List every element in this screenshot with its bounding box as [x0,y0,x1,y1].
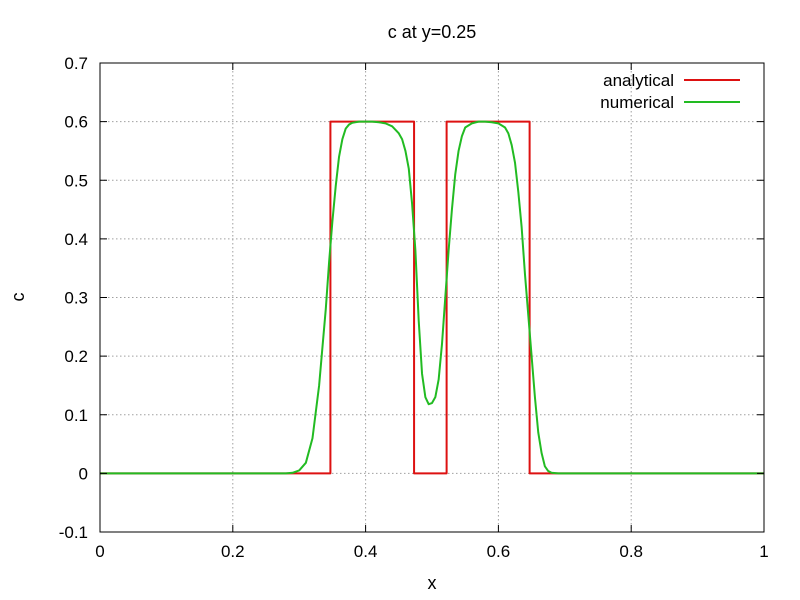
label-layer: c at y=0.25 x c [8,22,476,593]
legend-label-analytical: analytical [603,71,674,90]
chart-title: c at y=0.25 [388,22,477,42]
x-tick-label: 0.6 [487,542,511,561]
y-tick-label: 0.5 [64,171,88,190]
y-tick-label: 0.4 [64,230,88,249]
x-axis-label: x [428,573,437,593]
x-tick-label: 0.8 [619,542,643,561]
y-tick-label: 0 [79,464,88,483]
y-axis-label: c [8,293,28,302]
y-tick-label: 0.7 [64,54,88,73]
x-tick-label: 0.4 [354,542,378,561]
y-tick-label: 0.3 [64,289,88,308]
grid-layer [100,63,764,532]
y-tick-label: 0.6 [64,113,88,132]
y-tick-label: 0.1 [64,406,88,425]
y-tick-label: 0.2 [64,347,88,366]
y-tick-label: -0.1 [59,523,88,542]
tick-layer: 0 0.2 0.4 0.6 0.8 1 -0.1 0 0.1 0.2 0.3 0.4 0.5 0.6 0.7 [59,54,769,561]
series-line-numerical [100,120,764,475]
series-layer [100,120,764,475]
legend-label-numerical: numerical [600,93,674,112]
x-tick-label: 1 [759,542,768,561]
x-tick-label: 0.2 [221,542,245,561]
legend: analytical numerical [600,71,740,112]
x-tick-label: 0 [95,542,104,561]
